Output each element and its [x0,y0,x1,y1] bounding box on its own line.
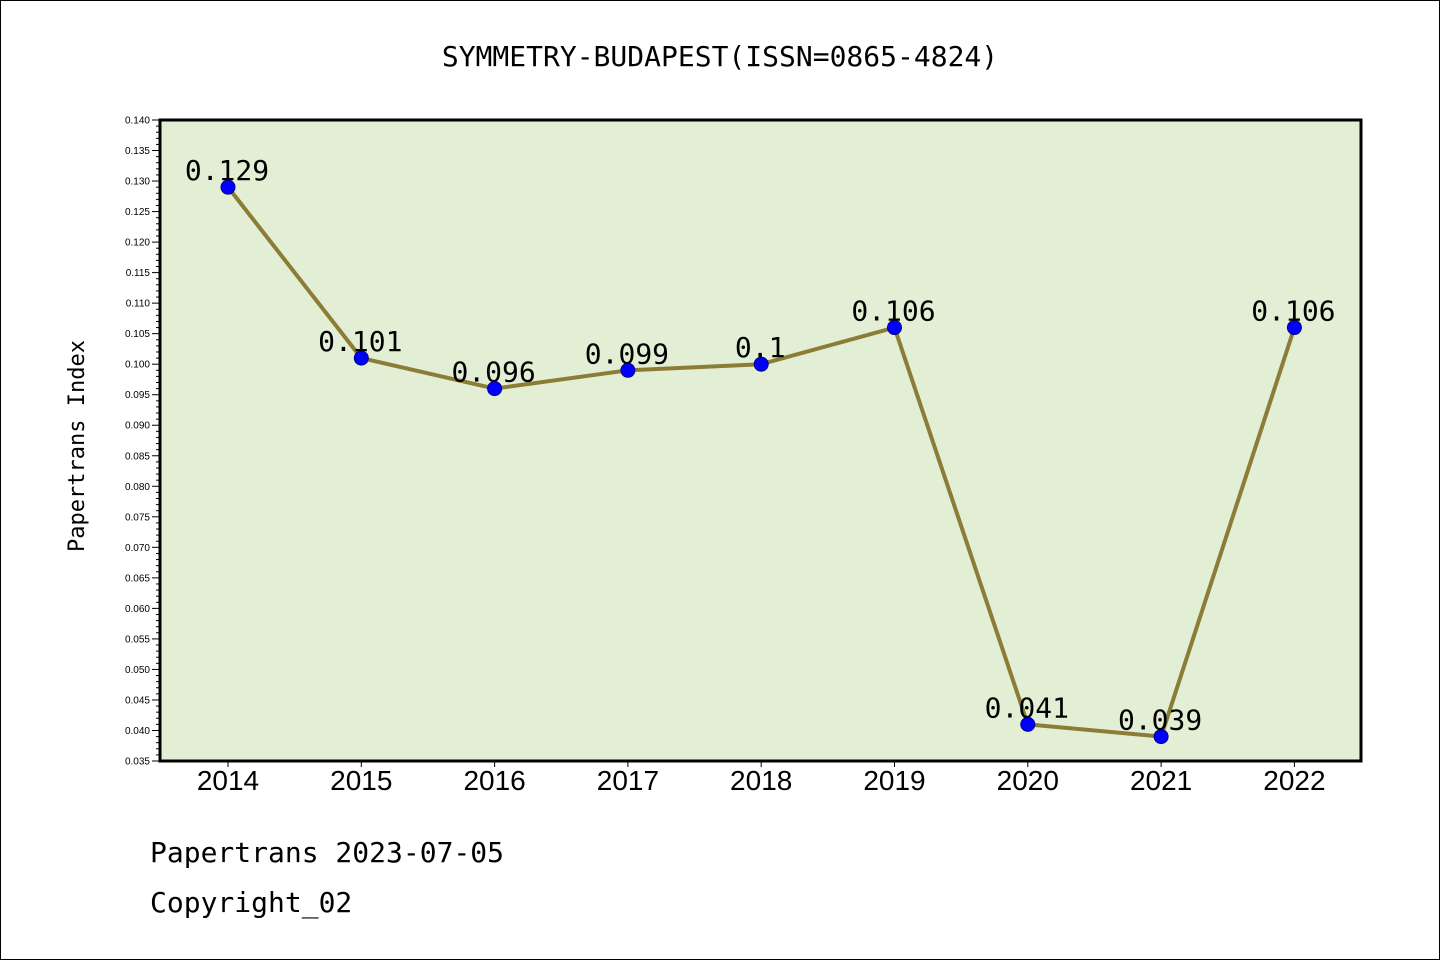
series-group [220,179,1302,745]
y-tick-label: 0.135 [125,146,150,157]
data-point [353,350,369,366]
y-tick-label: 0.035 [125,757,150,768]
x-tick-label: 2014 [197,765,259,796]
y-tick-label: 0.110 [126,299,151,310]
y-tick-label: 0.095 [125,390,150,401]
data-point [487,381,503,397]
data-labels: 0.129 0.101 0.096 0.099 0.1 0.106 0.041 0.039 0.… [185,154,1336,736]
footer-copyright: Copyright_02 [150,886,353,919]
y-tick-label: 0.050 [125,665,150,676]
data-point [620,362,636,378]
x-tick-label: 2016 [463,765,525,796]
x-axis: 2014 2015 2016 2017 2018 2019 2020 2021 2022 [197,761,1326,796]
y-tick-label: 0.115 [126,268,151,279]
x-tick-label: 2017 [597,765,659,796]
x-tick-label: 2020 [997,765,1059,796]
y-tick-label: 0.080 [125,482,150,493]
chart-title: SYMMETRY-BUDAPEST(ISSN=0865-4824) [442,40,998,73]
data-label: 0.1 [735,331,786,364]
y-tick-label: 0.125 [125,207,150,218]
data-point [220,179,236,195]
y-tick-label: 0.120 [125,238,150,249]
y-axis-label: Papertrans Index [65,340,90,552]
x-tick-label: 2018 [730,765,792,796]
y-tick-label: 0.075 [125,512,150,523]
data-label: 0.106 [851,295,935,328]
data-label: 0.129 [185,154,269,187]
data-label: 0.101 [318,325,402,358]
data-point [753,356,769,372]
data-label: 0.039 [1118,704,1202,737]
footer-source: Papertrans 2023-07-05 [150,836,505,869]
data-label: 0.106 [1251,295,1335,328]
y-tick-label: 0.140 [125,116,150,127]
y-tick-label: 0.070 [125,543,150,554]
x-tick-label: 2022 [1263,765,1325,796]
y-tick-label: 0.100 [125,360,150,371]
x-tick-label: 2021 [1130,765,1192,796]
y-tick-label: 0.055 [125,634,150,645]
plot-area [158,118,1363,763]
y-tick-label: 0.090 [125,421,150,432]
x-tick-label: 2015 [330,765,392,796]
y-tick-label: 0.085 [125,451,150,462]
y-tick-label: 0.065 [125,573,150,584]
y-tick-label: 0.105 [125,329,150,340]
y-tick-label: 0.040 [125,726,150,737]
data-point [1153,729,1169,745]
data-label: 0.099 [585,337,669,370]
x-tick-label: 2019 [863,765,925,796]
data-point [1286,320,1302,336]
data-label: 0.096 [451,356,535,389]
y-tick-label: 0.045 [125,695,150,706]
data-label: 0.041 [985,691,1069,724]
data-point [887,320,902,336]
y-axis: 0.035 0.040 0.045 0.050 0.055 0.060 0.065 0.070… [125,116,160,768]
data-point [1020,716,1036,732]
y-tick-label: 0.060 [125,604,150,615]
y-tick-label: 0.130 [125,177,150,188]
